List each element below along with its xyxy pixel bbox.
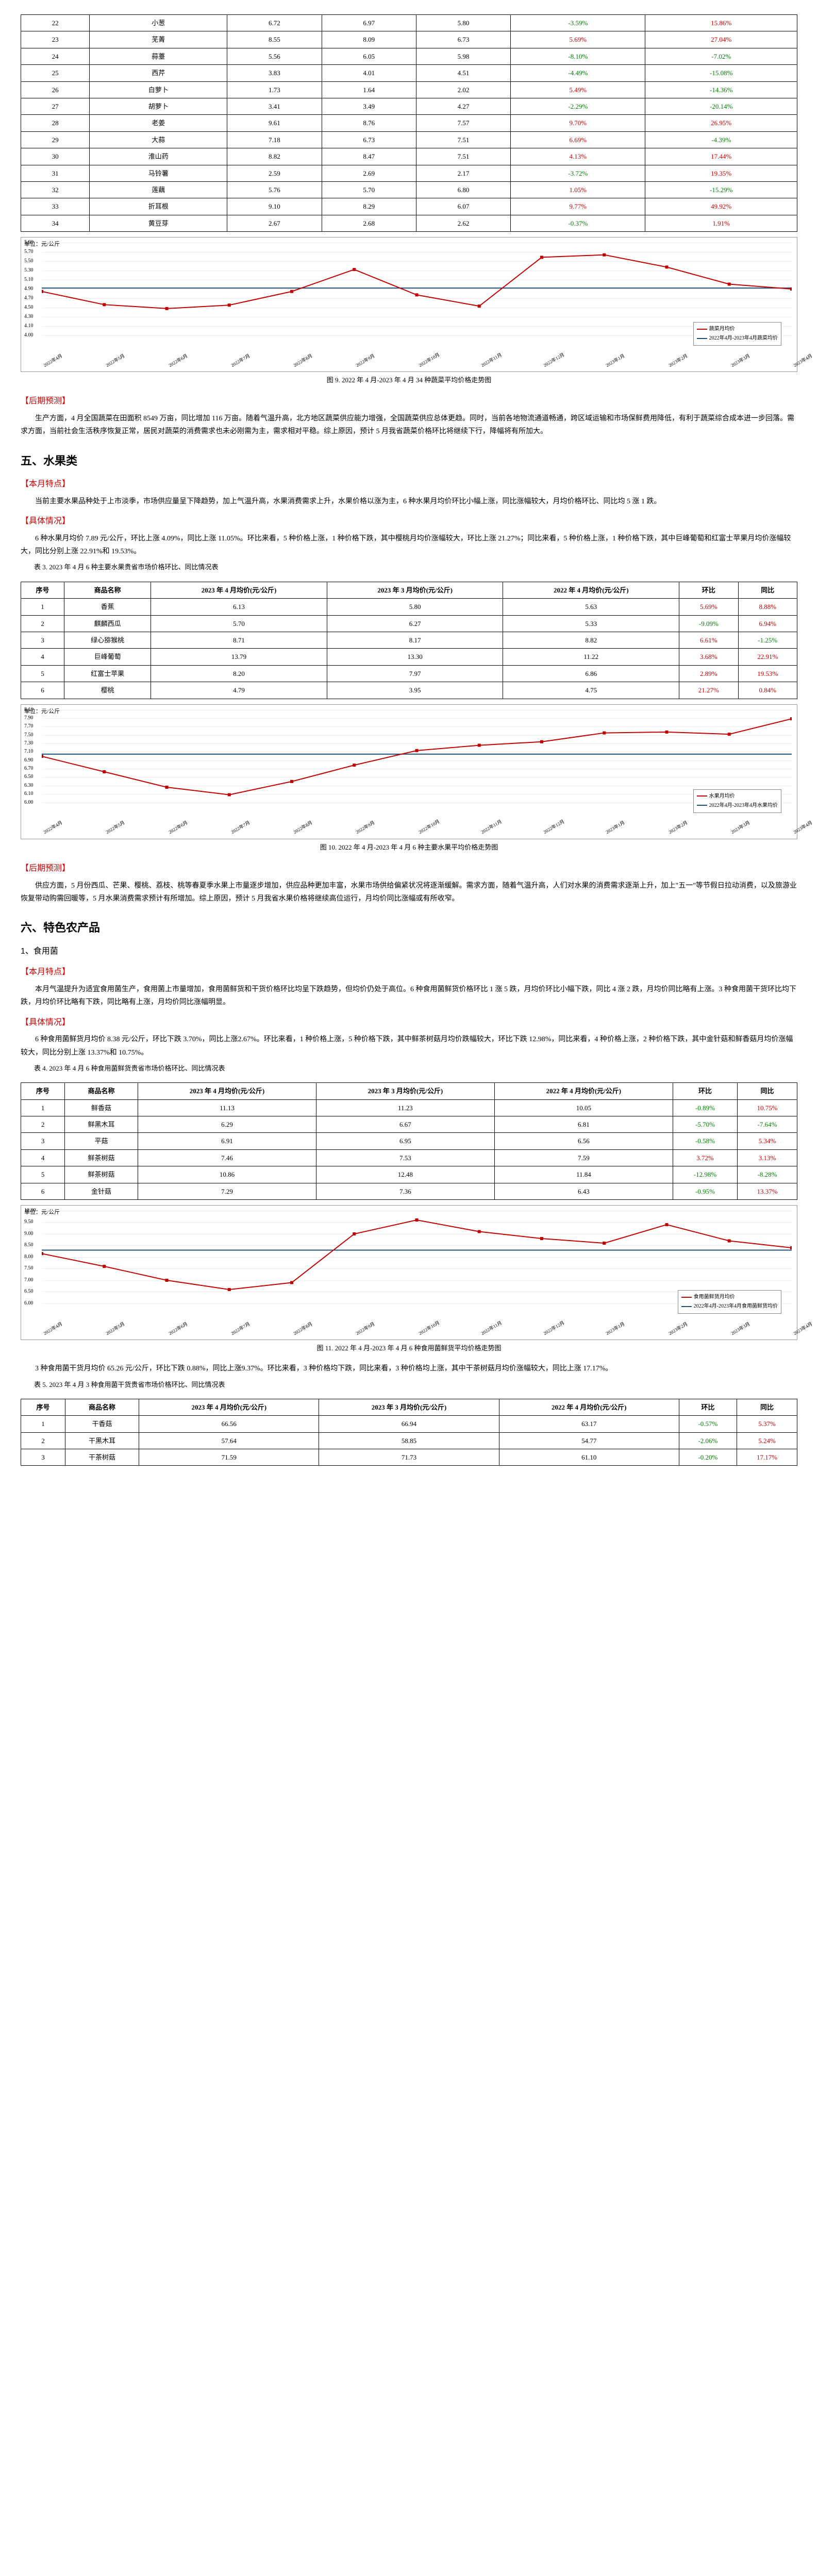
veg-forecast-text: 生产方面，4 月全国蔬菜在田面积 8549 万亩，同比增加 116 万亩。随着气…	[21, 412, 797, 438]
table-row: 2麒麟西瓜5.706.275.33-9.09%6.94%	[21, 615, 797, 632]
fruit-month-head: 【本月特点】	[21, 477, 797, 492]
table-row: 31马铃薯2.592.692.17-3.72%19.35%	[21, 165, 797, 181]
table-row: 2鲜黑木耳6.296.676.81-5.70%-7.64%	[21, 1116, 797, 1132]
table-row: 28老姜9.618.767.579.70%26.95%	[21, 115, 797, 131]
table-row: 6金针菇7.297.366.43-0.95%13.37%	[21, 1183, 797, 1199]
mushroom-fresh-table: 序号商品名称2023 年 4 月均价(元/公斤)2023 年 3 月均价(元/公…	[21, 1082, 797, 1200]
table-row: 23芜菁8.558.096.735.69%27.04%	[21, 31, 797, 48]
spec-detail-text: 6 种食用菌鲜货月均价 8.38 元/公斤，环比下跌 3.70%，同比上涨2.6…	[21, 1033, 797, 1059]
table-row: 3绿心猕猴桃8.718.178.826.61%-1.25%	[21, 632, 797, 648]
fruit-table: 序号商品名称2023 年 4 月均价(元/公斤)2023 年 3 月均价(元/公…	[21, 582, 797, 699]
table-row: 1鲜香菇11.1311.2310.05-0.89%10.75%	[21, 1099, 797, 1116]
table-row: 24蒜薹5.566.055.98-8.10%-7.02%	[21, 48, 797, 64]
spec-month-text: 本月气温提升为适宜食用菌生产，食用菌上市量增加，食用菌鲜货和干货价格环比均呈下跌…	[21, 983, 797, 1009]
fruit-forecast-text: 供应方面，5 月份西瓜、芒果、樱桃、荔枝、桃等春夏季水果上市量逐步增加，供应品种…	[21, 879, 797, 905]
fruit-detail-head: 【具体情况】	[21, 514, 797, 529]
table-row: 4鲜茶树菇7.467.537.593.72%3.13%	[21, 1149, 797, 1166]
spec-detail-head: 【具体情况】	[21, 1015, 797, 1030]
veg-forecast-head: 【后期预测】	[21, 394, 797, 409]
fruit-month-text: 当前主要水果品种处于上市淡季，市场供应量呈下降趋势，加上气温升高，水果消费需求上…	[21, 495, 797, 508]
table-row: 1香蕉6.135.805.635.69%8.88%	[21, 599, 797, 615]
table-row: 2干黑木耳57.6458.8554.77-2.06%5.24%	[21, 1432, 797, 1449]
table-row: 34黄豆芽2.672.682.62-0.37%1.91%	[21, 215, 797, 231]
mushroom-chart: 单位：元/公斤 10.009.509.008.508.007.507.006.5…	[21, 1205, 797, 1340]
fruit-heading: 五、水果类	[21, 451, 797, 471]
veg-chart: 单位：元/公斤 5.905.705.505.305.104.904.704.50…	[21, 237, 797, 372]
mushroom-chart-caption: 图 11. 2022 年 4 月-2023 年 4 月 6 种食用菌鲜货平均价格…	[21, 1342, 797, 1354]
tbl4-caption: 表 4. 2023 年 4 月 6 种食用菌鲜货贵省市场价格环比、同比情况表	[21, 1062, 797, 1074]
table-row: 1干香菇66.5666.9463.17-0.57%5.37%	[21, 1416, 797, 1432]
fruit-chart-caption: 图 10. 2022 年 4 月-2023 年 4 月 6 种主要水果平均价格走…	[21, 841, 797, 853]
tbl5-caption: 表 5. 2023 年 4 月 3 种食用菌干货贵省市场价格环比、同比情况表	[21, 1379, 797, 1391]
table-row: 27胡萝卜3.413.494.27-2.29%-20.14%	[21, 98, 797, 114]
fruit-detail-text: 6 种水果月均价 7.89 元/公斤，环比上涨 4.09%，同比上涨 11.05…	[21, 532, 797, 558]
tbl3-caption: 表 3. 2023 年 4 月 6 种主要水果贵省市场价格环比、同比情况表	[21, 561, 797, 573]
spec-sub1: 1、食用菌	[21, 944, 797, 959]
table-row: 33折耳根9.108.296.079.77%49.92%	[21, 198, 797, 215]
table-row: 26白萝卜1.731.642.025.49%-14.36%	[21, 81, 797, 98]
table-row: 29大蒜7.186.737.516.69%-4.39%	[21, 131, 797, 148]
fruit-forecast-head: 【后期预测】	[21, 861, 797, 876]
table-row: 30淮山药8.828.477.514.13%17.44%	[21, 148, 797, 165]
veg-table-cont: 22小葱6.726.975.80-3.59%15.86%23芜菁8.558.09…	[21, 14, 797, 232]
mushroom-dry-table: 序号商品名称2023 年 4 月均价(元/公斤)2023 年 3 月均价(元/公…	[21, 1399, 797, 1466]
mushroom-dry-text: 3 种食用菌干货月均价 65.26 元/公斤，环比下跌 0.88%，同比上涨9.…	[21, 1362, 797, 1375]
spec-month-head: 【本月特点】	[21, 965, 797, 980]
table-row: 6樱桃4.793.954.7521.27%0.84%	[21, 682, 797, 699]
table-row: 5红富士苹果8.207.976.862.89%19.53%	[21, 665, 797, 682]
table-row: 32莲藕5.765.706.801.05%-15.29%	[21, 181, 797, 198]
table-row: 25西芹3.834.014.51-4.49%-15.08%	[21, 65, 797, 81]
fruit-chart: 单位：元/公斤 8.107.907.707.507.307.106.906.70…	[21, 704, 797, 839]
table-row: 3干茶树菇71.5971.7361.10-0.20%17.17%	[21, 1449, 797, 1466]
special-heading: 六、特色农产品	[21, 918, 797, 938]
table-row: 4巨峰葡萄13.7913.3011.223.68%22.91%	[21, 649, 797, 665]
veg-chart-caption: 图 9. 2022 年 4 月-2023 年 4 月 34 种蔬菜平均价格走势图	[21, 374, 797, 386]
table-row: 5鲜茶树菇10.8612.4811.84-12.98%-8.28%	[21, 1166, 797, 1183]
table-row: 22小葱6.726.975.80-3.59%15.86%	[21, 15, 797, 31]
table-row: 3平菇6.916.956.56-0.58%5.34%	[21, 1133, 797, 1149]
